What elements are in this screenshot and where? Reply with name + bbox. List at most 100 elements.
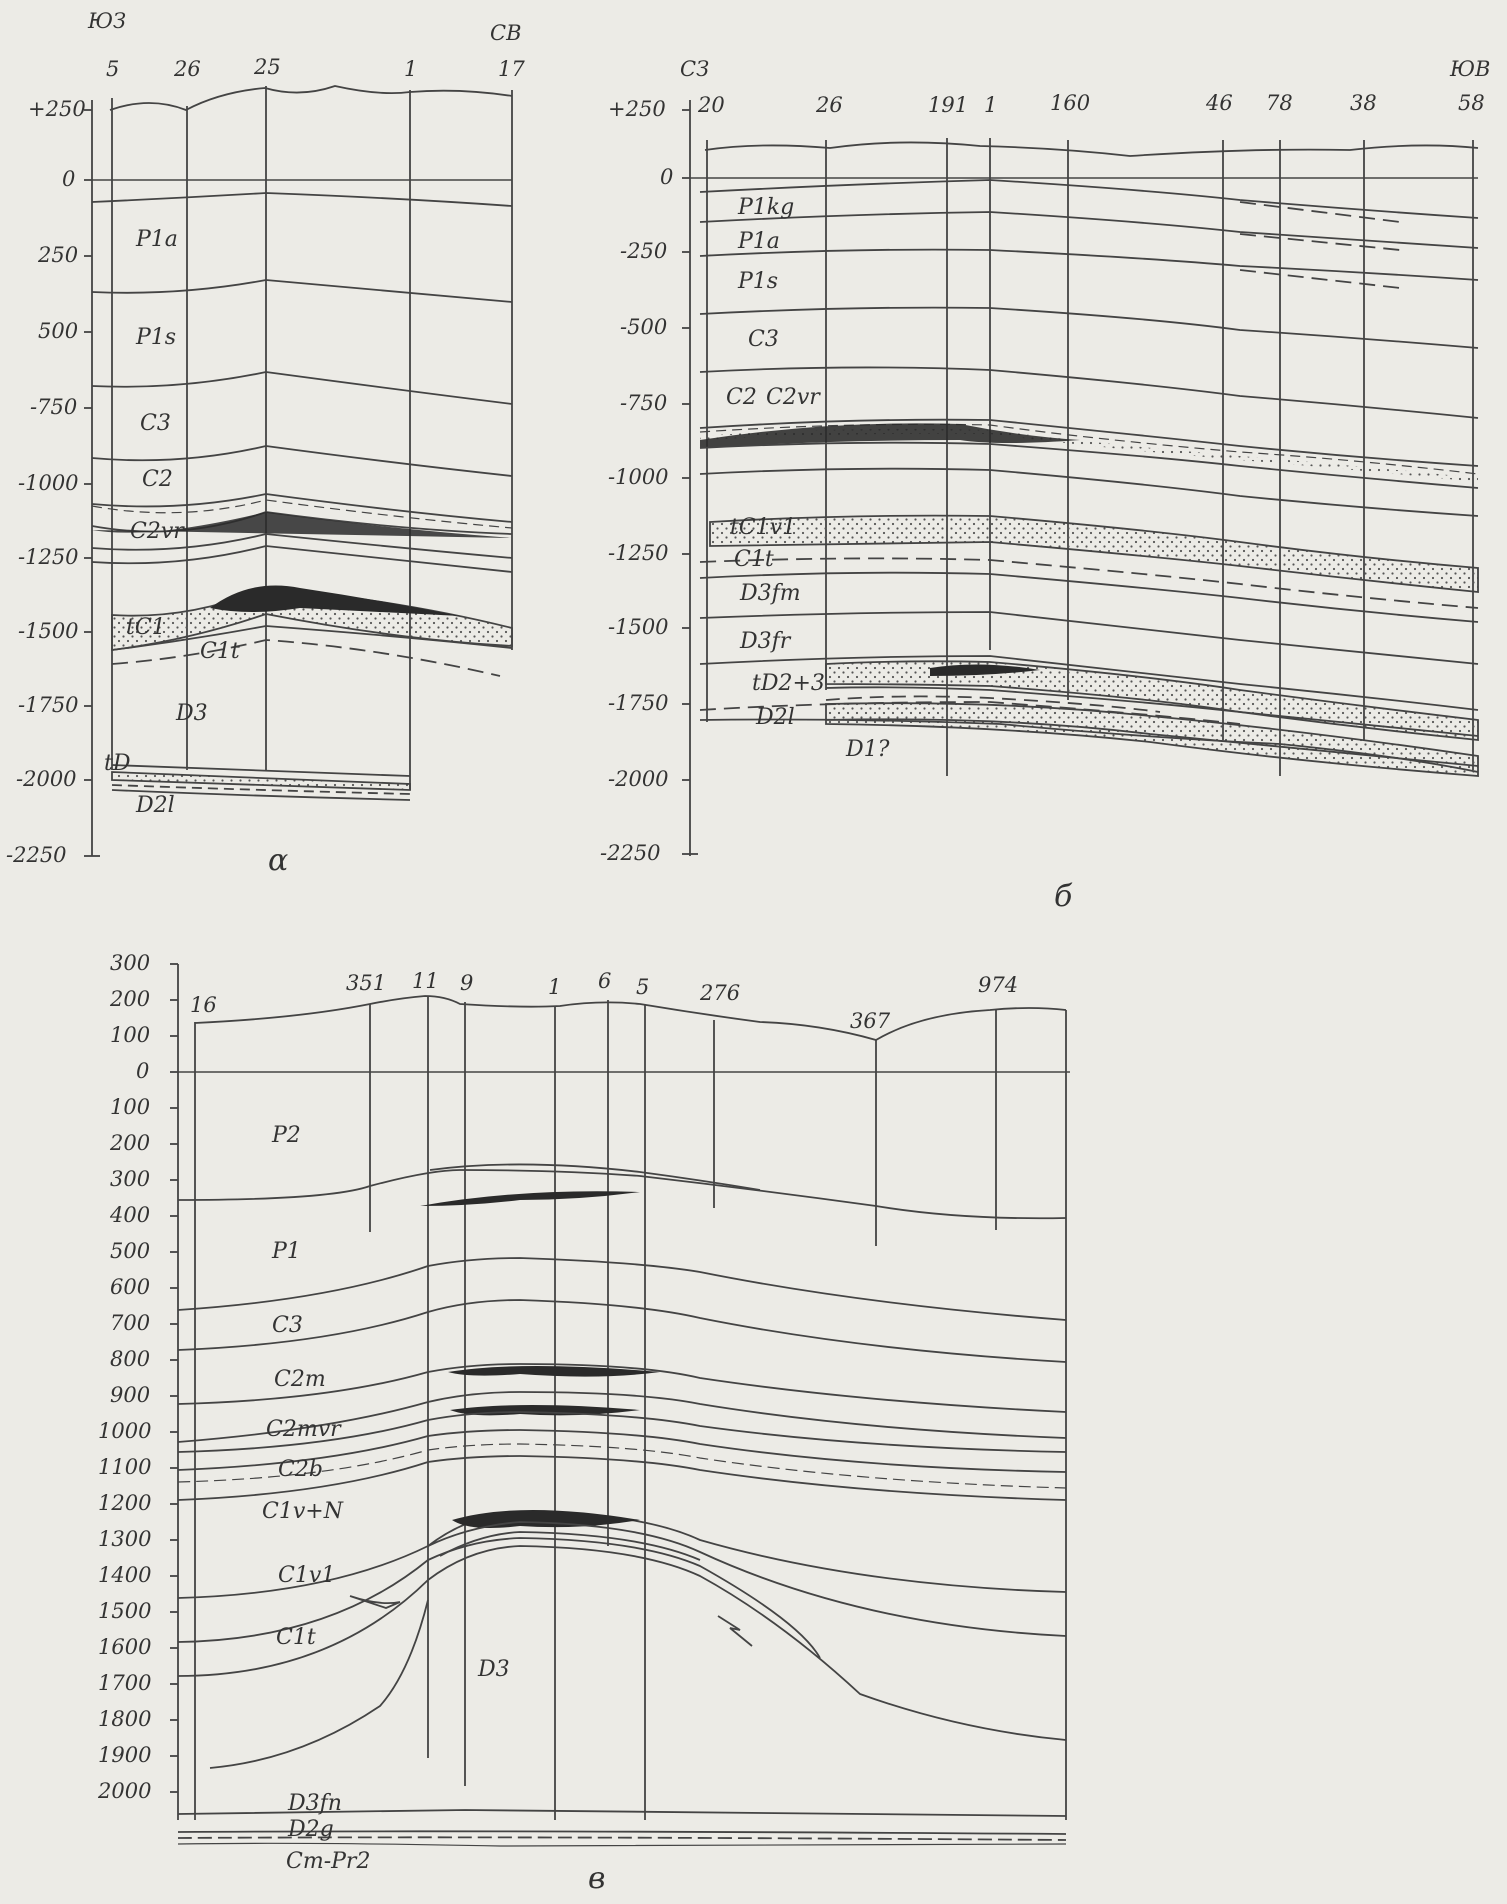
unit-label-a: D2l (135, 793, 175, 818)
y-tick-a: 0 (62, 167, 75, 191)
unit-label-c: P1 (271, 1239, 301, 1264)
y-tick-c: 700 (110, 1311, 150, 1335)
y-tick-c: 1200 (98, 1491, 151, 1515)
y-tick-b: 0 (660, 165, 673, 189)
unit-label-b: C2 (726, 385, 757, 410)
y-tick-c: 1800 (98, 1707, 151, 1731)
section-panel-a (84, 85, 513, 857)
y-tick-b: +250 (608, 97, 666, 121)
unit-label-b: D3fr (739, 629, 792, 654)
panel-caption-c: в (588, 1861, 605, 1896)
section-panel-c (170, 963, 1070, 1847)
y-tick-c: 2000 (97, 1779, 151, 1803)
panel-caption-b: б (1054, 879, 1073, 914)
well-label-b: 58 (1458, 91, 1485, 115)
direction-left-a: ЮЗ (87, 9, 126, 33)
panel-c-labels: 300 200 100 0 100 200 300 400 500 600 70… (97, 951, 1018, 1896)
unit-label-c: Cm-Pr2 (286, 1849, 370, 1874)
unit-label-b: C3 (748, 327, 779, 352)
unit-label-c: C1v+N (262, 1499, 344, 1524)
well-label-c: 974 (978, 973, 1018, 997)
unit-label-a: P1s (135, 325, 176, 350)
unit-label-a: tD (104, 751, 131, 776)
unit-label-a: C3 (140, 411, 171, 436)
y-tick-a: 250 (37, 243, 78, 267)
y-tick-c: 100 (110, 1095, 150, 1119)
unit-label-a: tC1 (126, 615, 166, 640)
y-tick-c: 1600 (98, 1635, 151, 1659)
unit-label-c: D3fn (287, 1791, 342, 1816)
unit-label-b: C2vr (766, 385, 821, 410)
well-label-a: 26 (173, 57, 201, 81)
y-tick-c: 1700 (98, 1671, 151, 1695)
panel-b-labels: СЗ ЮВ +250 0 -250 -500 -750 -1000 -1250 … (600, 57, 1491, 914)
well-label-c: 11 (412, 969, 439, 993)
unit-label-a: P1a (135, 227, 178, 252)
unit-label-c: C3 (272, 1313, 303, 1338)
unit-label-a: C1t (200, 639, 240, 664)
y-tick-c: 1900 (98, 1743, 151, 1767)
section-panel-b (682, 100, 1479, 856)
y-tick-b: -1000 (608, 465, 669, 489)
well-label-c: 367 (850, 1009, 891, 1033)
y-tick-b: -1500 (608, 615, 669, 639)
unit-label-b: C1t (734, 547, 774, 572)
y-tick-c: 1300 (98, 1527, 151, 1551)
well-label-b: 191 (928, 93, 968, 117)
y-tick-a: -1500 (18, 619, 79, 643)
y-tick-c: 1500 (98, 1599, 151, 1623)
y-tick-a: -1250 (18, 545, 79, 569)
unit-label-a: C2 (142, 467, 173, 492)
direction-right-b: ЮВ (1449, 57, 1491, 81)
well-label-a: 17 (498, 57, 525, 81)
unit-label-b: tC1v1 (730, 515, 796, 540)
y-tick-b: -2250 (600, 841, 661, 865)
well-label-b: 160 (1050, 91, 1090, 115)
unit-label-c: P2 (271, 1123, 301, 1148)
unit-label-b: D1? (845, 737, 890, 762)
well-label-c: 276 (699, 981, 740, 1005)
y-tick-a: -1750 (18, 693, 79, 717)
y-tick-a: -2250 (6, 843, 67, 867)
unit-label-c: C1v1 (278, 1563, 335, 1588)
panel-a-labels: ЮЗ СВ +250 0 250 500 -750 -1000 -1250 -1… (6, 9, 525, 878)
y-tick-c: 0 (136, 1059, 149, 1083)
y-tick-c: 600 (110, 1275, 150, 1299)
panel-caption-a: α (268, 843, 288, 878)
y-tick-a: -750 (30, 395, 77, 419)
direction-right-a: СВ (490, 21, 522, 45)
well-label-b: 78 (1266, 91, 1293, 115)
y-tick-a: +250 (28, 97, 86, 121)
well-label-b: 38 (1350, 91, 1377, 115)
unit-label-c: D2g (287, 1817, 334, 1842)
y-tick-c: 400 (109, 1203, 150, 1227)
y-tick-b: -750 (620, 391, 667, 415)
unit-label-c: C2m (274, 1367, 326, 1392)
unit-label-b: P1kg (737, 195, 794, 220)
y-tick-a: -2000 (16, 767, 77, 791)
well-label-c: 6 (598, 969, 611, 993)
unit-label-c: C2b (278, 1457, 323, 1482)
unit-label-c: C1t (276, 1625, 316, 1650)
well-label-c: 1 (548, 975, 561, 999)
well-label-b: 26 (815, 93, 843, 117)
y-tick-a: 500 (38, 319, 78, 343)
well-label-a: 5 (106, 57, 119, 81)
y-tick-c: 300 (110, 951, 150, 975)
y-tick-c: 100 (110, 1023, 150, 1047)
unit-label-b: P1s (737, 269, 778, 294)
y-tick-c: 500 (110, 1239, 150, 1263)
direction-left-b: СЗ (680, 57, 709, 81)
unit-label-b: D2l (755, 705, 795, 730)
well-label-c: 9 (460, 971, 473, 995)
y-tick-b: -1750 (608, 691, 669, 715)
y-tick-c: 200 (109, 1131, 150, 1155)
y-tick-c: 1400 (98, 1563, 151, 1587)
y-tick-b: -2000 (608, 767, 669, 791)
y-tick-c: 1100 (98, 1455, 151, 1479)
y-tick-c: 200 (109, 987, 150, 1011)
unit-label-a: D3 (175, 701, 208, 726)
well-label-a: 25 (253, 55, 281, 79)
unit-label-b: tD2+3 (752, 671, 825, 696)
unit-label-b: P1a (737, 229, 780, 254)
